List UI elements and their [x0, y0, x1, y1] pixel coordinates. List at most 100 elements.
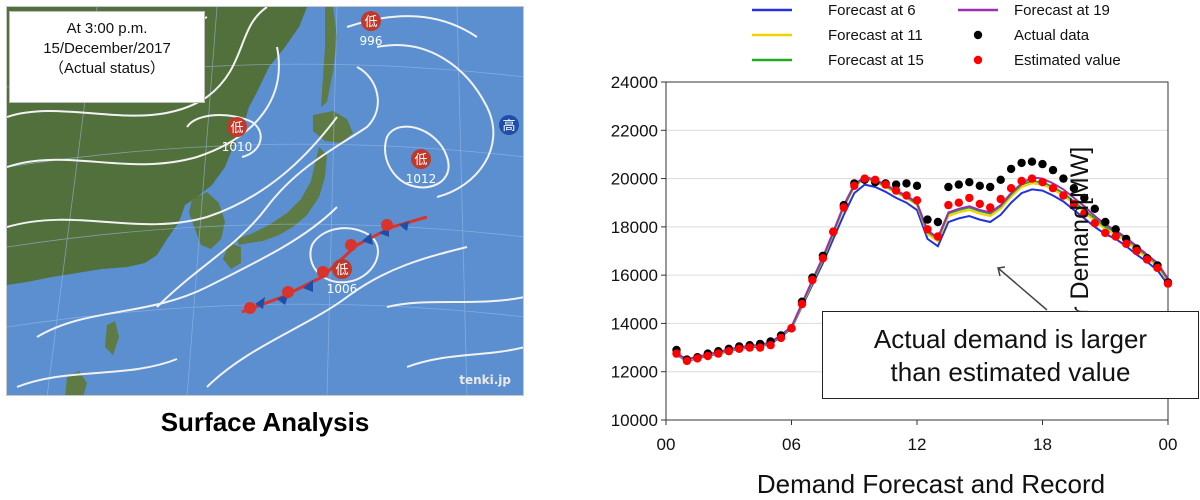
- data-point-estimated-value: [1006, 184, 1016, 193]
- pressure-system-low-1006: 低 1006: [327, 259, 358, 296]
- data-point-actual-data: [1080, 193, 1089, 203]
- data-point-estimated-value: [871, 175, 880, 184]
- data-point-actual-data: [975, 181, 984, 190]
- data-point-estimated-value: [703, 351, 712, 361]
- data-point-actual-data: [912, 181, 922, 190]
- svg-text:低: 低: [335, 263, 348, 278]
- x-tick-label: 00: [657, 435, 676, 454]
- data-point-estimated-value: [912, 196, 922, 205]
- map-date-label: 15/December/2017: [43, 40, 171, 57]
- data-point-actual-data: [954, 180, 963, 189]
- annotation-callout: Actual demand is larger than estimated v…: [822, 311, 1199, 399]
- x-tick-label: 18: [1033, 435, 1052, 454]
- data-point-actual-data: [965, 178, 974, 187]
- data-point-actual-data: [1048, 165, 1058, 175]
- data-point-estimated-value: [724, 347, 733, 356]
- sakhalin-island: [321, 7, 337, 107]
- data-point-estimated-value: [1080, 209, 1089, 218]
- annotation-line1: Actual demand is larger: [873, 324, 1148, 354]
- data-point-actual-data: [1027, 157, 1037, 166]
- y-tick-label: 24000: [611, 73, 658, 92]
- y-tick-label: 12000: [611, 363, 658, 382]
- weather-map-graphic: 低 996 低 1010 低 1012 低 1006 高: [7, 7, 523, 395]
- data-point-estimated-value: [829, 227, 838, 236]
- data-point-actual-data: [986, 182, 995, 192]
- korean-peninsula: [189, 192, 225, 249]
- data-point-actual-data: [902, 179, 911, 188]
- data-point-estimated-value: [745, 343, 754, 352]
- data-point-estimated-value: [923, 225, 932, 234]
- pressure-system-low-1012: 低 1012: [406, 149, 437, 186]
- data-point-estimated-value: [1048, 184, 1058, 193]
- data-point-estimated-value: [1038, 178, 1047, 187]
- annotation-line2: than estimated value: [890, 357, 1131, 387]
- data-point-estimated-value: [672, 349, 681, 358]
- data-point-estimated-value: [735, 344, 744, 353]
- power-demand-chart: Forecast at 6 Forecast at 11 Forecast at 1…: [611, 2, 1178, 499]
- data-point-estimated-value: [808, 275, 817, 285]
- data-point-estimated-value: [860, 174, 869, 183]
- data-point-estimated-value: [693, 354, 702, 363]
- x-axis-ticks: 00 06 12 18 00: [657, 420, 1178, 454]
- y-axis-ticks: 10000 12000 14000 16000 18000 20000 22000 24000: [611, 73, 666, 430]
- map-status-label: （Actual status）: [49, 60, 165, 77]
- data-point-estimated-value: [902, 191, 911, 200]
- annotation-arrow: [997, 266, 1048, 311]
- data-point-actual-data: [1006, 164, 1016, 174]
- data-point-estimated-value: [881, 180, 890, 189]
- x-tick-label: 06: [782, 435, 801, 454]
- data-point-estimated-value: [1142, 255, 1152, 264]
- legend-label-actual-data: Actual data: [1014, 27, 1090, 44]
- data-point-actual-data: [1059, 174, 1068, 183]
- data-point-estimated-value: [766, 341, 775, 350]
- data-point-actual-data: [944, 182, 953, 192]
- data-point-estimated-value: [818, 254, 828, 263]
- data-points: [672, 157, 1173, 366]
- surface-analysis-map: 低 996 低 1010 低 1012 低 1006 高 At 3:00 p.m…: [6, 6, 524, 396]
- y-tick-label: 20000: [611, 170, 658, 189]
- data-point-actual-data: [1090, 204, 1099, 213]
- x-axis-label: Demand Forecast and Record: [757, 469, 1105, 499]
- data-point-actual-data: [891, 180, 901, 189]
- y-tick-label: 10000: [611, 411, 658, 430]
- y-tick-label: 16000: [611, 266, 658, 285]
- data-point-estimated-value: [839, 203, 848, 212]
- data-point-actual-data: [923, 215, 932, 224]
- data-point-estimated-value: [954, 198, 963, 207]
- chart-legend: Forecast at 6 Forecast at 11 Forecast at 1…: [752, 2, 1121, 69]
- legend-label-forecast-at-6: Forecast at 6: [828, 2, 916, 19]
- data-point-estimated-value: [1163, 279, 1173, 288]
- data-point-estimated-value: [1090, 219, 1099, 228]
- data-point-estimated-value: [776, 333, 786, 343]
- y-tick-label: 14000: [611, 314, 658, 333]
- latlon-grid: [7, 7, 523, 395]
- tenki-watermark: tenki.jp: [459, 373, 511, 387]
- data-point-estimated-value: [850, 181, 859, 190]
- legend-label-forecast-at-19: Forecast at 19: [1014, 2, 1110, 19]
- pressure-system-low-996: 低 996: [360, 11, 382, 48]
- data-point-actual-data: [1101, 217, 1110, 227]
- x-tick-label: 00: [1159, 435, 1178, 454]
- data-point-estimated-value: [1101, 228, 1110, 238]
- data-point-estimated-value: [787, 324, 796, 333]
- pressure-system-high: 高: [499, 115, 519, 135]
- svg-text:1006: 1006: [327, 282, 358, 296]
- map-time-label: At 3:00 p.m.: [66, 20, 148, 37]
- data-point-estimated-value: [1132, 246, 1141, 256]
- y-tick-label: 18000: [611, 218, 658, 237]
- data-point-estimated-value: [1059, 191, 1068, 200]
- kyushu-island: [223, 243, 241, 269]
- data-point-actual-data: [933, 217, 943, 227]
- data-point-estimated-value: [797, 299, 807, 309]
- svg-text:1012: 1012: [406, 172, 437, 186]
- data-point-estimated-value: [755, 343, 765, 352]
- data-point-estimated-value: [1122, 239, 1131, 248]
- map-info-box: At 3:00 p.m. 15/December/2017 （Actual st…: [9, 11, 205, 103]
- data-point-estimated-value: [1153, 263, 1162, 273]
- data-point-estimated-value: [986, 203, 995, 212]
- svg-text:高: 高: [502, 118, 515, 134]
- data-point-estimated-value: [1069, 199, 1079, 209]
- x-tick-label: 12: [908, 435, 927, 454]
- data-point-estimated-value: [714, 349, 723, 358]
- data-point-estimated-value: [965, 193, 974, 203]
